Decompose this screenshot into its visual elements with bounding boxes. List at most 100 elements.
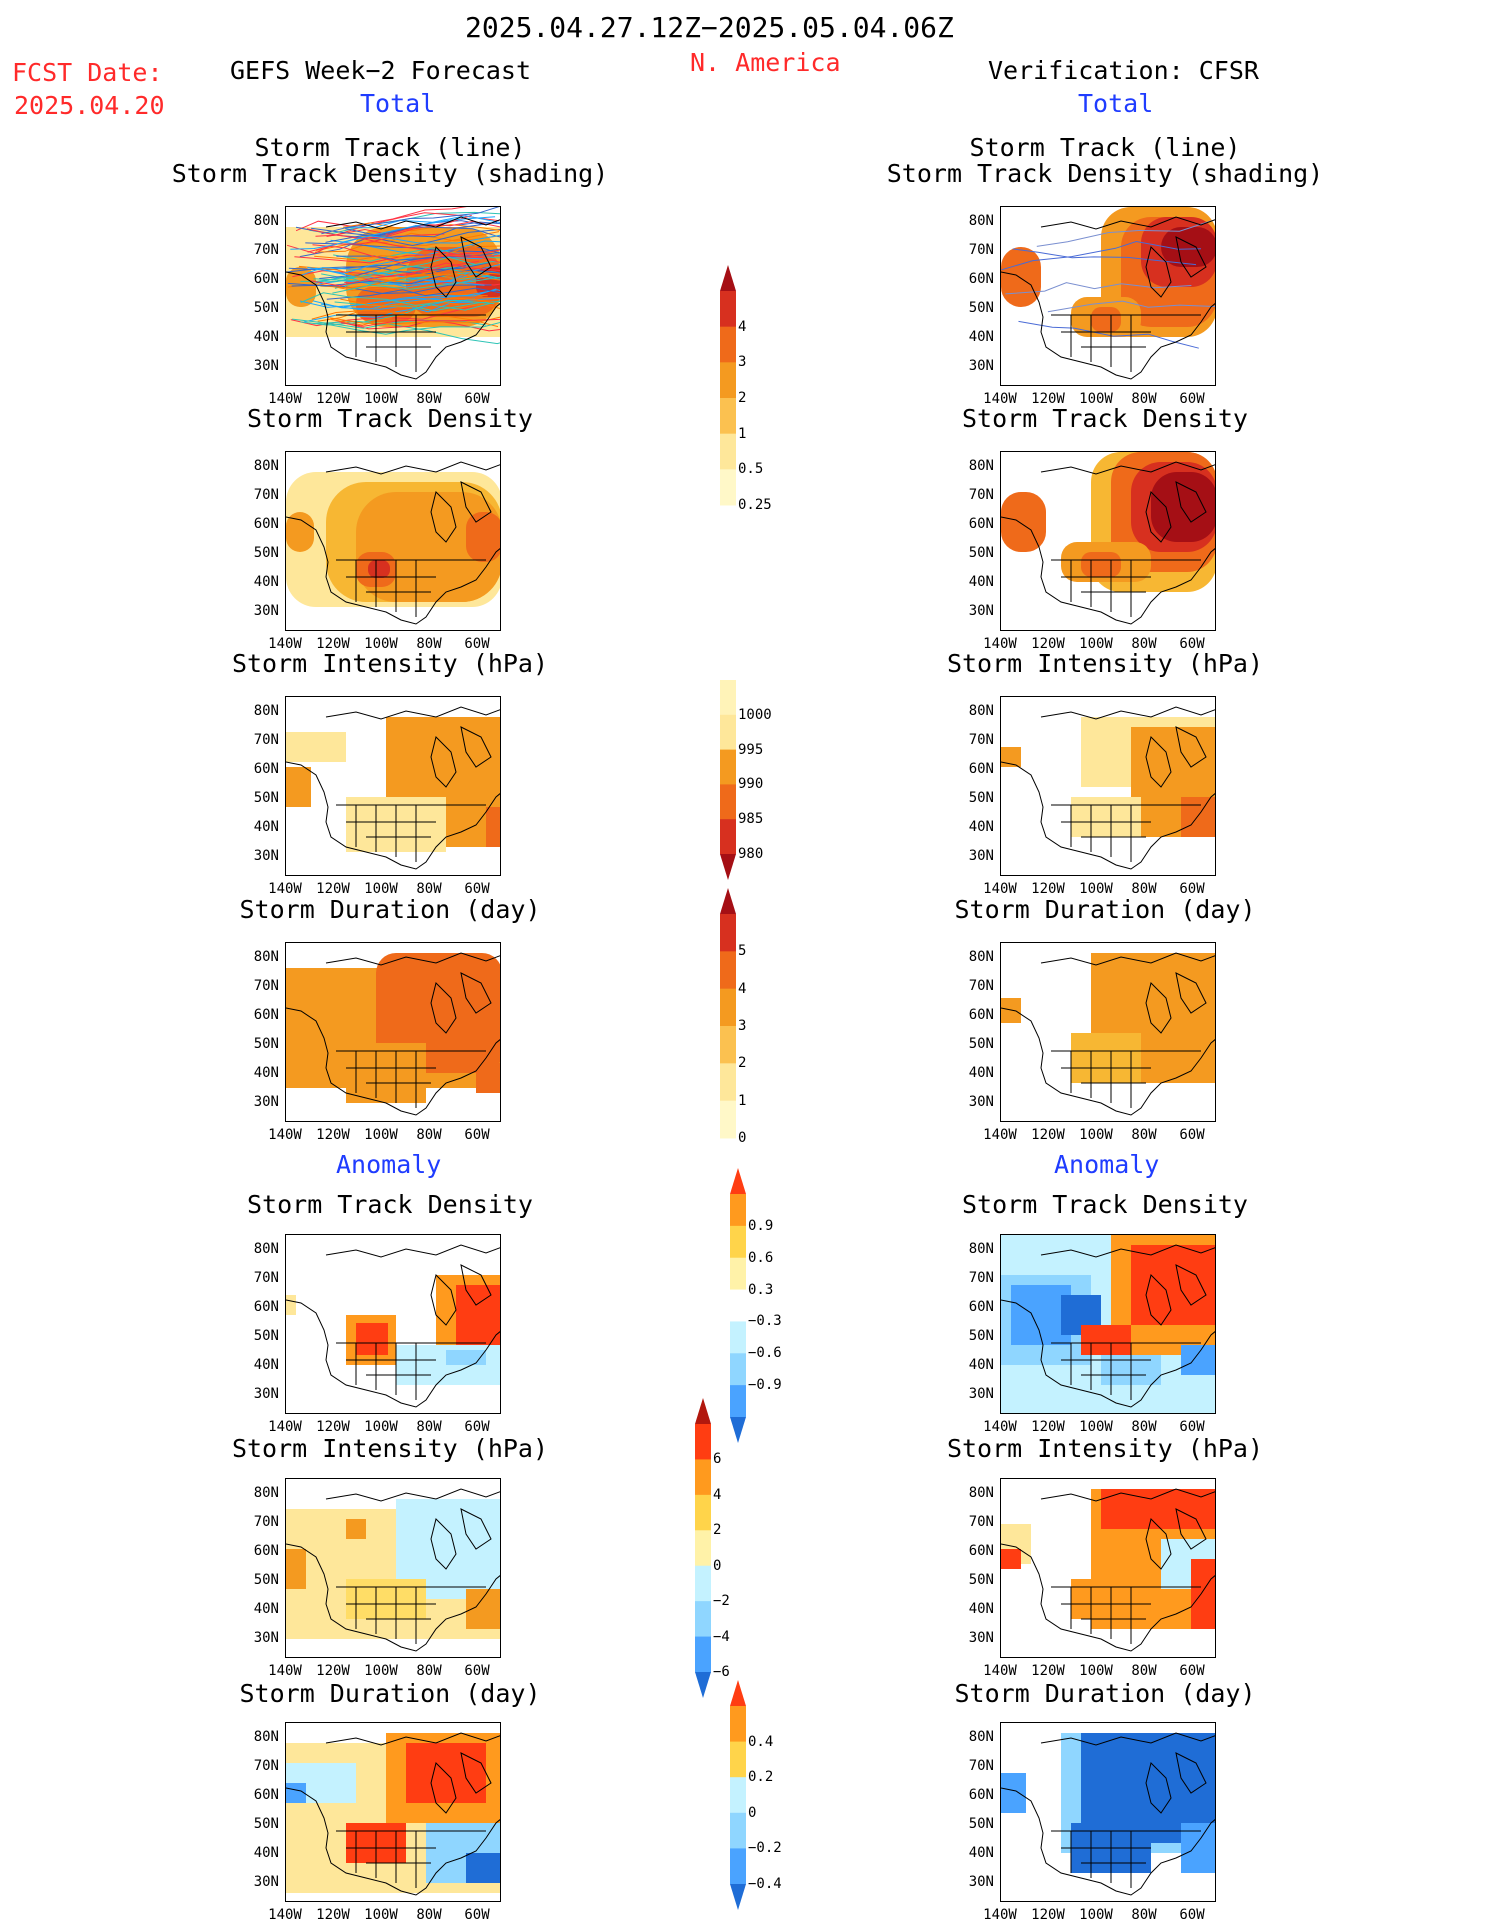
map-plot <box>286 1244 500 1408</box>
storm-track-line <box>300 300 500 326</box>
lon-tick-label: 60W <box>1179 1127 1205 1143</box>
lat-tick-label: 50N <box>968 1036 994 1052</box>
lat-tick-label: 80N <box>968 458 994 474</box>
lon-tick-label: 100W <box>364 391 398 407</box>
colorbar-label: 985 <box>738 811 764 828</box>
lon-tick-label: 80W <box>1131 881 1157 897</box>
storm-track-line <box>332 276 500 294</box>
colorbar-segment <box>730 1848 746 1885</box>
shading-region <box>446 1350 486 1365</box>
colorbar-label: −0.9 <box>748 1377 782 1394</box>
right-title: Verification: CFSR <box>988 56 1259 85</box>
map-plot <box>1001 1732 1215 1896</box>
lat-tick-label: 60N <box>253 271 279 287</box>
colorbar-segment <box>730 1225 746 1259</box>
forecast-map-a_density <box>285 1234 501 1414</box>
lat-tick-label: 80N <box>253 1729 279 1745</box>
storm-track-line <box>311 309 499 328</box>
shading-region <box>1181 1023 1215 1083</box>
lat-tick-label: 40N <box>968 1845 994 1861</box>
lon-tick-label: 60W <box>1179 1663 1205 1679</box>
lat-tick-label: 70N <box>968 242 994 258</box>
lat-tick-label: 30N <box>253 1630 279 1646</box>
verification-map-a_density <box>1000 1234 1216 1414</box>
period-title: 2025.04.27.12Z−2025.05.04.06Z <box>465 11 954 44</box>
map-plot <box>1001 706 1215 870</box>
lat-tick-label: 30N <box>968 1094 994 1110</box>
storm-track-line <box>1018 320 1199 349</box>
map-plot <box>286 1488 500 1652</box>
forecast-panel-title: Storm Duration (day) <box>239 895 541 924</box>
lon-tick-label: 120W <box>316 1127 350 1143</box>
lat-tick-label: 50N <box>968 790 994 806</box>
shading-region <box>286 767 311 807</box>
lat-tick-label: 30N <box>253 1386 279 1402</box>
lon-tick-label: 60W <box>464 391 490 407</box>
lat-tick-label: 30N <box>968 1874 994 1890</box>
lon-tick-label: 100W <box>1079 1127 1113 1143</box>
lon-tick-label: 120W <box>1031 636 1065 652</box>
shading-region <box>1001 747 1021 767</box>
lat-tick-label: 30N <box>968 848 994 864</box>
storm-track-line <box>311 222 498 238</box>
shading-region <box>466 1853 500 1883</box>
lat-tick-label: 60N <box>253 1543 279 1559</box>
lat-tick-label: 60N <box>968 1299 994 1315</box>
shading-region <box>476 1063 500 1093</box>
lat-tick-label: 70N <box>968 1758 994 1774</box>
colorbar <box>695 1398 711 1698</box>
lon-tick-label: 120W <box>316 391 350 407</box>
lat-tick-label: 80N <box>968 949 994 965</box>
verification-panel-title: Storm Intensity (hPa) <box>946 649 1264 678</box>
colorbar <box>730 1680 746 1910</box>
forecast-panel-title: Storm Track Density <box>247 404 533 433</box>
colorbar-label: 0.2 <box>748 1769 774 1786</box>
lat-tick-label: 40N <box>968 819 994 835</box>
fcst-label: FCST Date: <box>12 58 163 87</box>
lon-tick-label: 60W <box>464 636 490 652</box>
lat-tick-label: 70N <box>253 732 279 748</box>
map-plot <box>1001 1488 1215 1652</box>
colorbar-segment <box>695 1424 711 1460</box>
region-title: N. America <box>690 48 841 77</box>
lon-tick-label: 100W <box>364 1419 398 1435</box>
colorbar <box>720 265 736 506</box>
verification-panel-title: Storm Duration (day) <box>954 1679 1256 1708</box>
storm-track-line <box>311 274 490 286</box>
lat-tick-label: 50N <box>253 300 279 316</box>
map-plot <box>286 207 500 380</box>
colorbar-label: 0.5 <box>738 461 764 478</box>
colorbar-label: 990 <box>738 776 764 793</box>
storm-track-line <box>319 245 500 279</box>
colorbar-arrow-bottom <box>720 854 736 880</box>
colorbar-segment <box>730 1289 746 1322</box>
lat-tick-label: 40N <box>253 1601 279 1617</box>
coastline <box>286 952 500 1116</box>
shading-region <box>466 512 500 562</box>
storm-track-line <box>333 247 500 263</box>
coastline <box>286 216 500 380</box>
shading-region <box>1161 227 1215 267</box>
colorbar-label: −6 <box>713 1664 730 1680</box>
storm-track-line <box>321 207 500 235</box>
storm-track-line <box>321 265 500 279</box>
map-plot <box>286 1732 500 1896</box>
lat-tick-label: 30N <box>253 603 279 619</box>
lat-tick-label: 30N <box>968 1386 994 1402</box>
lon-tick-label: 120W <box>316 636 350 652</box>
verification-map-intensity <box>1000 696 1216 876</box>
lon-tick-label: 100W <box>1079 1663 1113 1679</box>
colorbar-label: 995 <box>738 741 764 758</box>
colorbar-segment <box>720 291 736 328</box>
storm-track-line <box>344 271 500 283</box>
shading-region <box>1081 1325 1131 1355</box>
anomaly-right-label: Anomaly <box>1054 1150 1160 1179</box>
lon-tick-label: 80W <box>1131 636 1157 652</box>
lon-tick-label: 60W <box>1179 391 1205 407</box>
lat-tick-label: 80N <box>253 703 279 719</box>
colorbar-label: 0.9 <box>748 1217 774 1234</box>
shading-region <box>1071 1579 1131 1619</box>
colorbar-segment <box>720 714 736 751</box>
forecast-map-a_intensity <box>285 1478 501 1658</box>
storm-track-line <box>314 245 500 261</box>
